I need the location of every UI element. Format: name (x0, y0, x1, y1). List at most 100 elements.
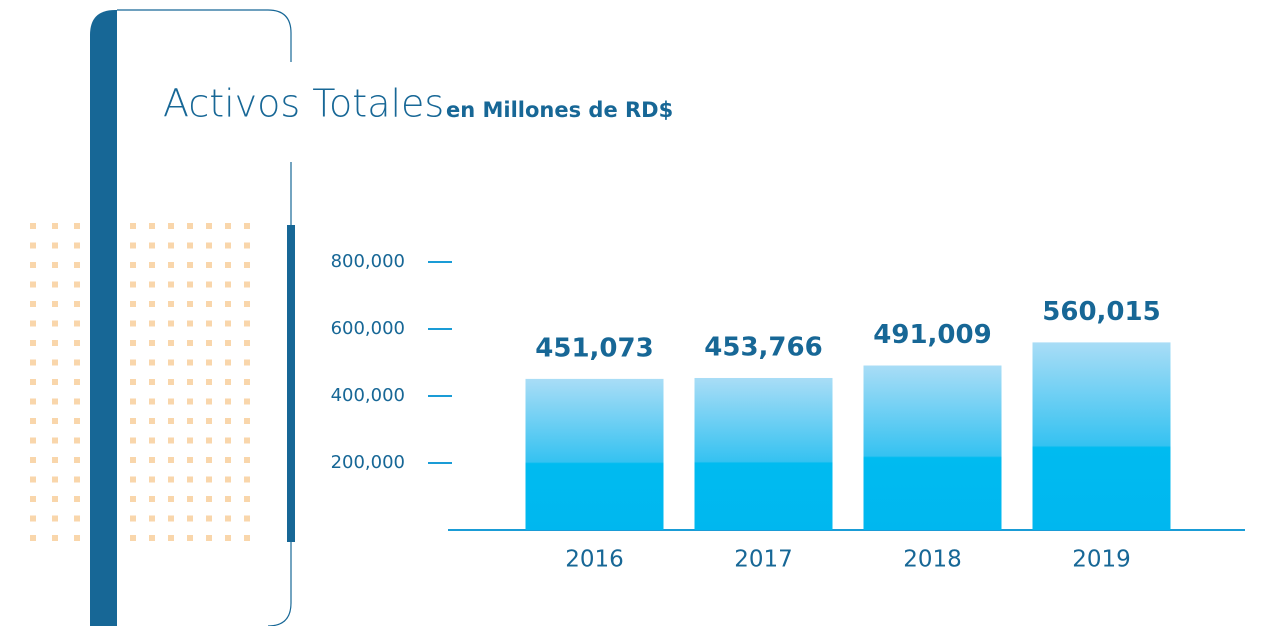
bar (525, 378, 664, 530)
dot (30, 496, 36, 502)
dot (225, 359, 231, 366)
dot (168, 515, 174, 522)
dot (206, 496, 212, 502)
dot (130, 496, 136, 502)
dot (30, 281, 36, 288)
dot (168, 535, 174, 541)
dot (168, 262, 174, 268)
dot (74, 340, 80, 346)
dot (52, 359, 58, 366)
dot (74, 301, 80, 307)
dot (187, 398, 193, 405)
dot (168, 496, 174, 502)
dot (30, 340, 36, 346)
chart-subtitle: en Millones de RD$ (446, 98, 673, 122)
dot (244, 242, 250, 249)
dot (168, 398, 174, 405)
dot (30, 359, 36, 366)
dot (206, 223, 212, 229)
dot (206, 418, 212, 424)
accent-bar (287, 225, 295, 542)
value-label: 491,009 (873, 320, 991, 350)
x-tick-label: 2016 (565, 547, 624, 573)
dot (130, 223, 136, 229)
dot (244, 535, 250, 541)
value-label: 451,073 (535, 333, 653, 363)
dot (206, 476, 212, 483)
dot (149, 320, 155, 327)
dot (52, 281, 58, 288)
dot (130, 359, 136, 366)
dot (225, 437, 231, 444)
dot (74, 223, 80, 229)
dot (130, 476, 136, 483)
dot (244, 262, 250, 268)
dot (149, 281, 155, 288)
dot (52, 320, 58, 327)
dot (52, 418, 58, 424)
dot (206, 398, 212, 405)
dot (74, 515, 80, 522)
dot (52, 515, 58, 522)
dot (168, 457, 174, 463)
dot (187, 535, 193, 541)
dot (30, 320, 36, 327)
dot (130, 515, 136, 522)
dot (130, 457, 136, 463)
dot (187, 418, 193, 424)
dot (187, 379, 193, 385)
dot (225, 281, 231, 288)
dot (130, 262, 136, 268)
dot (168, 379, 174, 385)
dot (168, 359, 174, 366)
y-tick-label: 400,000 (331, 385, 405, 406)
dot (30, 223, 36, 229)
dot (30, 379, 36, 385)
dot (130, 340, 136, 346)
dot (74, 496, 80, 502)
dot (52, 457, 58, 463)
dot (244, 359, 250, 366)
dot (149, 418, 155, 424)
dot (52, 476, 58, 483)
dot (225, 379, 231, 385)
dot (30, 262, 36, 268)
dot (206, 320, 212, 327)
dot (225, 262, 231, 268)
dot (187, 281, 193, 288)
dot (149, 301, 155, 307)
dot (74, 379, 80, 385)
dot (130, 398, 136, 405)
dot (149, 359, 155, 366)
dot (244, 457, 250, 463)
dot (30, 457, 36, 463)
dot (52, 223, 58, 229)
dot (52, 340, 58, 346)
dot (52, 398, 58, 405)
x-tick-label: 2017 (734, 547, 793, 573)
dot (130, 242, 136, 249)
dot (74, 476, 80, 483)
dot (244, 398, 250, 405)
dot (149, 515, 155, 522)
dot (74, 242, 80, 249)
dot (74, 535, 80, 541)
dot (130, 437, 136, 444)
dot (187, 223, 193, 229)
dot (168, 476, 174, 483)
dot (206, 242, 212, 249)
dot (187, 340, 193, 346)
dot (206, 457, 212, 463)
dot (187, 515, 193, 522)
y-tick-label: 600,000 (331, 318, 405, 339)
dot (30, 242, 36, 249)
x-tick-label: 2018 (903, 547, 962, 573)
dot (187, 262, 193, 268)
dot (206, 515, 212, 522)
dot (168, 281, 174, 288)
dot (74, 262, 80, 268)
dot (244, 320, 250, 327)
dot (149, 476, 155, 483)
dot (168, 223, 174, 229)
